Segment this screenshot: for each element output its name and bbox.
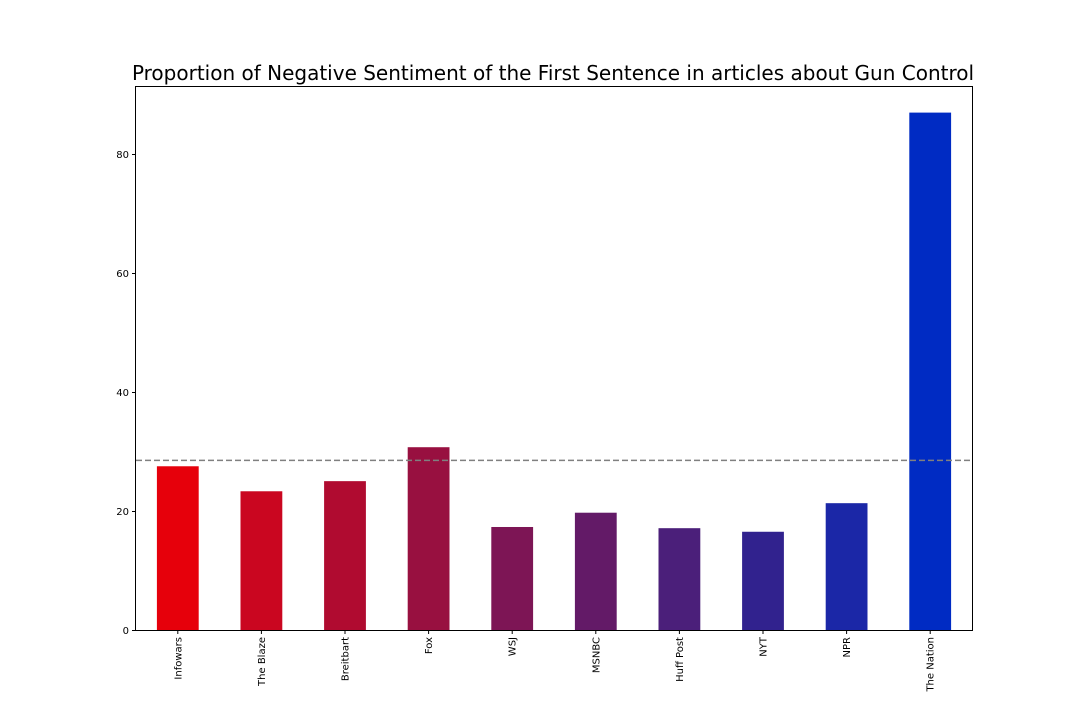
y-tick-label: 60 (116, 269, 129, 280)
bar-infowars (156, 466, 199, 630)
x-tick-label: MSNBC (591, 637, 602, 673)
bar-nyt (742, 531, 784, 630)
x-tick-label: Infowars (173, 637, 184, 680)
y-tick-label: 20 (116, 507, 129, 518)
bar-wsj (491, 526, 534, 630)
bar-npr (825, 503, 868, 630)
bar-msnbc (574, 512, 617, 630)
plot-frame (135, 86, 973, 631)
x-tick-label: Fox (424, 637, 435, 654)
x-tick-label: Huff Post (675, 637, 686, 682)
x-tick-label: The Blaze (257, 637, 268, 687)
x-tick-label: The Nation (926, 637, 937, 693)
x-tick-label: NYT (759, 636, 770, 657)
chart-title: Proportion of Negative Sentiment of the … (132, 61, 974, 85)
y-tick-label: 0 (123, 626, 129, 637)
bar-fox (407, 447, 450, 630)
bar-huff-post (658, 528, 701, 630)
bar-series (156, 112, 952, 630)
bar-the-blaze (240, 491, 283, 630)
bar-the-nation (909, 112, 952, 630)
y-tick-label: 40 (116, 388, 129, 399)
x-tick-label: WSJ (508, 637, 519, 656)
x-tick-label: Breitbart (341, 637, 352, 681)
x-tick-label: NPR (842, 637, 853, 658)
y-axis: 0 20 40 60 80 (116, 150, 136, 637)
bar-breitbart (324, 481, 366, 630)
y-tick-label: 80 (116, 150, 129, 161)
x-axis: Infowars The Blaze Breitbart Fox WSJ MSNBC Huf… (173, 630, 937, 693)
